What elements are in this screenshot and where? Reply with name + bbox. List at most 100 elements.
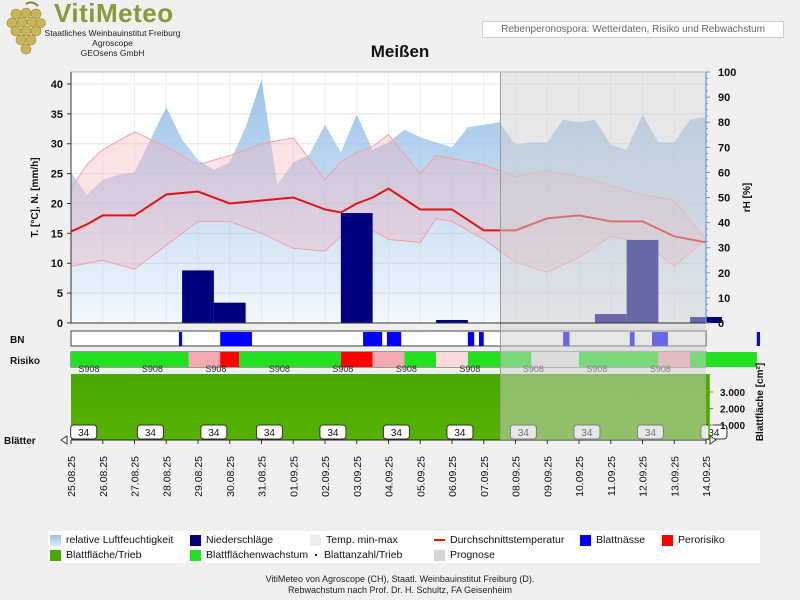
risk-code-label: S908 <box>332 364 353 374</box>
chart-legend: relative Luftfeuchtigkeit Niederschläge … <box>48 531 760 563</box>
legend-leaf-growth-label: Blattflächenwachstum <box>206 549 309 561</box>
legend-temp-range-label: Temp. min-max <box>326 534 398 546</box>
right-axis-tick-label: 20 <box>718 268 730 280</box>
legend-precip-label: Niederschläge <box>206 534 274 546</box>
logo-institutions: Staatliches Weinbauinstitut Freiburg Agr… <box>40 28 185 58</box>
date-tick-label: 14.09.25 <box>701 456 713 497</box>
leaf-count-value: 34 <box>145 428 157 439</box>
date-tick-label: 07.09.25 <box>479 456 491 497</box>
left-axis-tick-label: 15 <box>51 228 63 240</box>
risk-code-label: S908 <box>205 364 226 374</box>
footer-line-1: VitiMeteo von Agroscope (CH), Staatl. We… <box>265 574 535 584</box>
date-tick-label: 01.09.25 <box>288 456 300 497</box>
legend-forecast: Prognose <box>434 548 495 562</box>
risk-segment <box>372 352 405 367</box>
left-axis-tick-label: 5 <box>57 288 63 300</box>
legend-humidity-label: relative Luftfeuchtigkeit <box>66 534 174 546</box>
legend-temp-range: Temp. min-max <box>310 533 398 547</box>
left-axis-tick-label: 35 <box>51 109 63 121</box>
risk-code-label: S908 <box>142 364 163 374</box>
date-tick-label: 09.09.25 <box>542 456 554 497</box>
precip-bar <box>182 270 214 323</box>
page-subtitle: Rebenperonospora: Wetterdaten, Risiko un… <box>482 21 784 38</box>
left-axis-tick-label: 25 <box>51 169 63 181</box>
leaf-count-value: 34 <box>327 428 339 439</box>
leaf-count-value: 34 <box>78 428 90 439</box>
risk-segment <box>690 352 757 367</box>
legend-leaf-wet: Blattnässe <box>580 533 645 547</box>
date-tick-label: 10.09.25 <box>574 456 586 497</box>
risk-segment <box>71 352 189 367</box>
risk-segment <box>340 352 373 367</box>
risk-code-label: S908 <box>269 364 290 374</box>
legend-leaf-count-label: Blattanzahl/Trieb <box>324 549 403 561</box>
date-tick-label: 03.09.25 <box>352 456 364 497</box>
legend-perorisiko-label: Perorisiko <box>678 534 725 546</box>
leaf-count-box <box>319 424 347 440</box>
legend-leaf-wet-label: Blattnässe <box>596 534 646 546</box>
date-tick-label: 31.08.25 <box>257 456 269 497</box>
leaf-wet-segment <box>220 332 252 346</box>
logo-line-1: Staatliches Weinbauinstitut Freiburg <box>44 28 181 38</box>
leaf-area-swatch <box>50 549 61 561</box>
risk-code-label: S908 <box>459 364 480 374</box>
leaf-count-value: 34 <box>208 428 220 439</box>
right-axis-tick-label: 60 <box>718 167 730 179</box>
date-tick-label: 27.08.25 <box>130 456 142 497</box>
weather-chart: S908S908S908S908S908S908S908S908S908S908… <box>4 67 766 497</box>
leaf-count-value: 34 <box>454 428 466 439</box>
logo-title: VitiMeteo <box>54 0 174 28</box>
grape-icon <box>6 1 46 55</box>
leaf-axis-tick-label: 1.000 <box>720 421 745 432</box>
risk-segment <box>239 352 341 367</box>
date-tick-label: 06.09.25 <box>447 456 459 497</box>
date-tick-label: 08.09.25 <box>511 456 523 497</box>
leaf-axis-tick-label: 3.000 <box>720 388 745 399</box>
leaf-count-box <box>70 424 98 440</box>
legend-leaf-count: Blattanzahl/Trieb <box>310 548 402 562</box>
leaf-wet-segment <box>386 332 402 346</box>
legend-humidity: relative Luftfeuchtigkeit <box>50 533 173 547</box>
risk-code-label: S908 <box>396 364 417 374</box>
left-axis-tick-label: 30 <box>51 139 63 151</box>
date-tick-label: 04.09.25 <box>384 456 396 497</box>
leaf-wet-swatch <box>580 534 591 546</box>
footer: VitiMeteo von Agroscope (CH), Staatl. We… <box>0 574 800 596</box>
legend-leaf-area: Blattfläche/Trieb <box>50 548 141 562</box>
leaf-wet-segment <box>478 332 484 346</box>
legend-perorisiko: Perorisiko <box>662 533 725 547</box>
leaf-axis-tick-label: 2.000 <box>720 405 745 416</box>
leaf-count-value: 34 <box>264 428 276 439</box>
vitimeteo-logo: VitiMeteo Staatliches Weinbauinstitut Fr… <box>2 0 187 62</box>
right-axis-tick-label: 80 <box>718 117 730 129</box>
leaf-wet-segment <box>756 332 760 346</box>
precip-bar <box>436 320 468 323</box>
forecast-overlay <box>500 72 706 440</box>
precip-bar <box>213 302 246 323</box>
right-axis-tick-label: 40 <box>718 218 730 230</box>
date-tick-label: 02.09.25 <box>320 456 332 497</box>
legend-temp-avg: Durchschnittstemperatur <box>434 533 564 547</box>
chart-title: Meißen <box>370 42 430 61</box>
left-axis-tick-label: 20 <box>51 198 63 210</box>
legend-leaf-growth: Blattflächenwachstum <box>190 548 308 562</box>
risk-code-label: S908 <box>78 364 99 374</box>
risk-segment <box>404 352 437 367</box>
legend-precip: Niederschläge <box>190 533 273 547</box>
humidity-swatch <box>50 534 61 546</box>
leaf-count-box <box>200 424 228 440</box>
risk-label: Risiko <box>10 356 40 367</box>
temp-avg-swatch <box>434 539 445 541</box>
date-tick-label: 12.09.25 <box>638 456 650 497</box>
arrow-right-icon <box>709 435 717 445</box>
temp-range-swatch <box>310 534 321 546</box>
leaf-count-box <box>255 424 283 440</box>
date-tick-label: 05.09.25 <box>415 456 427 497</box>
risk-segment <box>188 352 221 367</box>
date-tick-label: 25.08.25 <box>66 456 78 497</box>
leaf-wet-label: BN <box>10 335 24 346</box>
leaf-count-box <box>382 424 410 440</box>
risk-segment <box>436 352 468 367</box>
leaf-wet-segment <box>467 332 475 346</box>
right-axis-tick-label: 50 <box>718 193 730 205</box>
